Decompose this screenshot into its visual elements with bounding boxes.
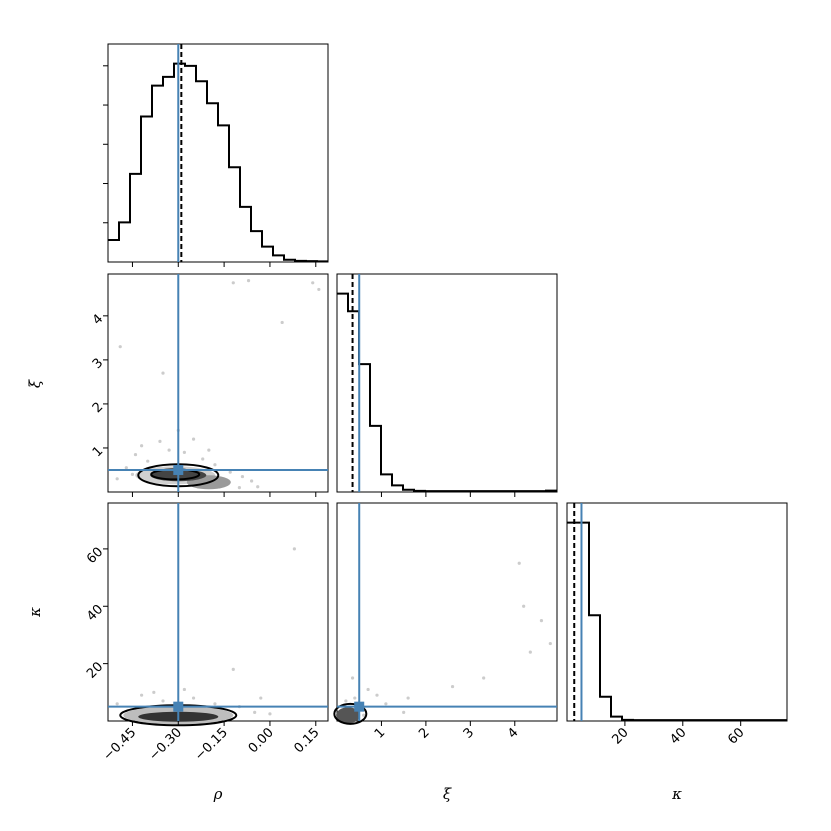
histogram-kappa bbox=[567, 521, 787, 722]
x-tick-label: 2 bbox=[416, 725, 432, 741]
rho-xi-point bbox=[246, 279, 251, 283]
rho-kappa-point bbox=[292, 547, 296, 551]
rho-xi-point bbox=[201, 457, 205, 461]
xi-kappa-point bbox=[528, 650, 532, 654]
rho-kappa-point bbox=[231, 667, 235, 671]
x-tick-label: 3 bbox=[461, 725, 477, 741]
xi-kappa-point bbox=[482, 676, 486, 680]
rho-xi-point bbox=[213, 463, 217, 467]
y-tick-label: 4 bbox=[90, 312, 106, 328]
x-tick-label: −0.30 bbox=[146, 725, 185, 764]
y-tick-label: 1 bbox=[90, 444, 106, 460]
scatter-xi-kappa bbox=[344, 561, 552, 717]
y-tick-label: 3 bbox=[90, 356, 106, 372]
xi-kappa-point bbox=[522, 604, 526, 608]
xi-kappa-point bbox=[402, 710, 406, 714]
truth-marker bbox=[354, 701, 365, 712]
density-xi-kappa bbox=[333, 702, 368, 725]
xi-kappa-point bbox=[366, 687, 370, 692]
xi-kappa-point bbox=[517, 561, 521, 565]
truth-lines bbox=[108, 44, 583, 721]
panel-rho-hist-frame bbox=[107, 43, 329, 263]
x-tick-label: 4 bbox=[505, 725, 521, 741]
xlabel-xi: ξ bbox=[443, 785, 452, 803]
rho-xi-point bbox=[130, 472, 135, 476]
rho-xi-point bbox=[115, 477, 119, 481]
rho-kappa-point bbox=[259, 696, 263, 700]
xi-kappa-point bbox=[539, 619, 544, 623]
rho-kappa-point bbox=[115, 702, 119, 706]
rho-xi-point bbox=[182, 450, 186, 454]
ylabel-xi: ξ bbox=[26, 379, 44, 388]
rho-kappa-point bbox=[182, 687, 186, 692]
rho-xi-point bbox=[228, 470, 232, 474]
rho-xi-point bbox=[256, 485, 260, 489]
panel-rho-kappa-frame bbox=[107, 502, 329, 722]
rho-xi-point bbox=[167, 448, 171, 452]
rho-xi-point bbox=[161, 371, 165, 375]
rho-kappa-point bbox=[268, 712, 272, 716]
x-tick-label: 20 bbox=[609, 725, 631, 747]
xi-kappa-point bbox=[548, 641, 552, 646]
xi-kappa-contour bbox=[333, 702, 368, 725]
histogram-xi bbox=[337, 292, 557, 493]
rho-kappa-point bbox=[140, 693, 144, 697]
histogram-rho bbox=[108, 62, 328, 263]
xlabel-kappa: κ bbox=[671, 785, 682, 803]
rho-kappa-point bbox=[152, 690, 156, 694]
rho-xi-point bbox=[237, 485, 241, 490]
rho-xi-point bbox=[146, 459, 150, 463]
rho-kappa-point bbox=[161, 699, 165, 703]
xi-kappa-point bbox=[384, 702, 388, 706]
panel-xi-kappa-frame bbox=[336, 502, 558, 722]
scatter-rho-kappa bbox=[115, 547, 296, 719]
xi-kappa-point bbox=[353, 696, 357, 700]
x-tick-label: 0.15 bbox=[292, 725, 323, 756]
rho-xi-point bbox=[240, 474, 245, 479]
x-tick-label: −0.45 bbox=[100, 725, 139, 764]
rho-xi-point bbox=[317, 287, 321, 292]
ticks: −0.45 −0.30 −0.15 0.00 0.15 1 2 3 4 20 40 60 1 2 3 4 20 4… bbox=[84, 65, 748, 764]
xi-kappa-point bbox=[362, 713, 366, 717]
median-lines bbox=[180, 44, 576, 721]
rho-xi-point bbox=[280, 320, 284, 325]
rho-xi-point bbox=[207, 448, 211, 452]
rho-xi-point bbox=[250, 479, 254, 483]
y-tick-label: 60 bbox=[84, 545, 106, 567]
xi-kappa-point bbox=[350, 676, 355, 680]
x-tick-label: 60 bbox=[725, 725, 747, 747]
y-tick-label: 40 bbox=[84, 602, 106, 624]
x-tick-label: −0.15 bbox=[192, 725, 231, 764]
xi-kappa-point bbox=[406, 696, 410, 700]
xlabel-rho: ρ bbox=[213, 785, 223, 803]
truth-marker bbox=[173, 464, 184, 475]
x-tick-label: 0.00 bbox=[246, 725, 277, 756]
xi-kappa-point bbox=[375, 693, 379, 697]
y-tick-label: 20 bbox=[84, 659, 106, 681]
rho-xi-point bbox=[118, 345, 122, 349]
rho-kappa-point bbox=[253, 710, 257, 714]
x-tick-label: 1 bbox=[372, 725, 388, 741]
rho-xi-point bbox=[158, 439, 162, 443]
rho-xi-point bbox=[140, 444, 144, 448]
rho-kappa-point bbox=[191, 696, 196, 700]
ylabel-kappa: κ bbox=[26, 607, 44, 618]
x-tick-label: 40 bbox=[667, 725, 689, 747]
xi-kappa-point bbox=[450, 684, 455, 689]
scatter-rho-xi bbox=[115, 279, 321, 490]
rho-xi-point bbox=[191, 437, 196, 441]
rho-xi-point bbox=[124, 466, 128, 470]
xi-kappa-point bbox=[344, 699, 348, 703]
truth-marker bbox=[173, 701, 184, 712]
y-tick-label: 2 bbox=[90, 400, 106, 416]
panel-rho-xi-frame bbox=[107, 273, 329, 493]
rho-xi-point bbox=[231, 281, 235, 285]
xi-kappa-density-core bbox=[336, 707, 361, 724]
rho-xi-point bbox=[133, 452, 138, 457]
rho-xi-point bbox=[311, 281, 315, 285]
rho-kappa-point bbox=[213, 702, 217, 706]
